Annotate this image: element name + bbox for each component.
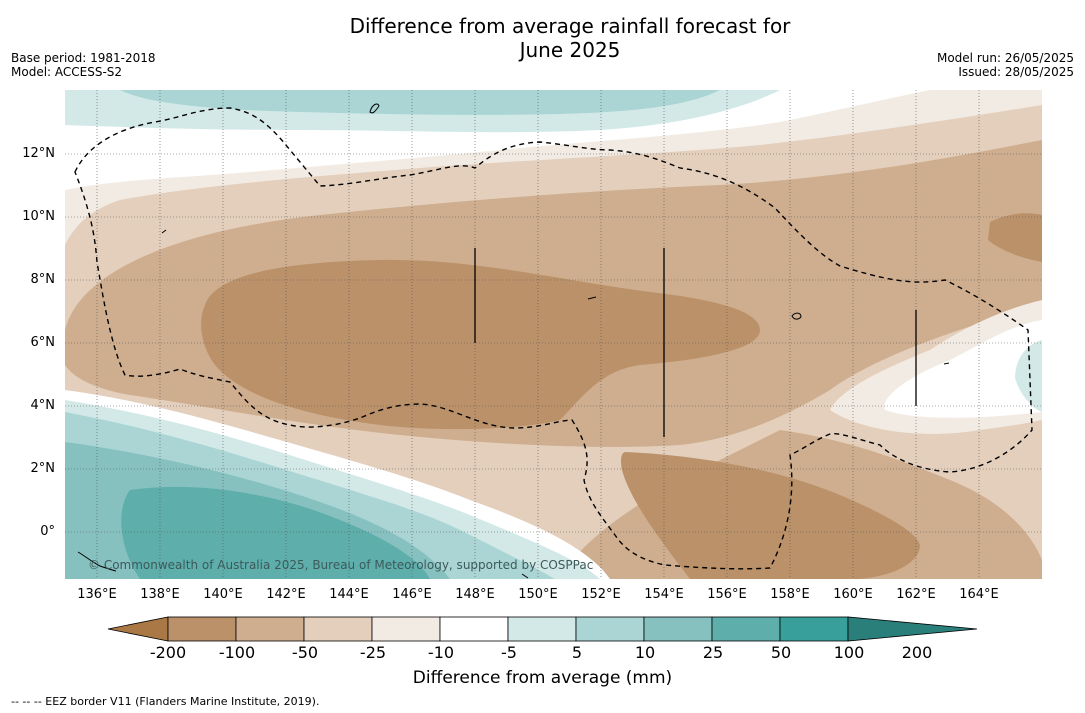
boundary-ticks	[474, 248, 917, 437]
colorbar-tick: -25	[359, 643, 387, 662]
contour-minus5-east	[884, 320, 1042, 418]
contour-50-southwest	[121, 486, 431, 579]
y-tick-label: 6°N	[30, 335, 56, 350]
colorbar-segment	[643, 616, 713, 642]
x-tick-label: 154°E	[644, 587, 684, 602]
island-5	[943, 362, 950, 365]
colorbar-tick: -10	[427, 643, 455, 662]
contour-minus100-east	[988, 213, 1042, 262]
y-tick-label: 2°N	[30, 461, 56, 476]
island-1	[369, 103, 380, 114]
colorbar-extend-high	[847, 616, 978, 642]
colorbar-extend-low	[107, 616, 169, 642]
colorbar-segment	[167, 616, 237, 642]
colorbar-tick: -100	[218, 643, 256, 662]
x-tick-label: 150°E	[518, 587, 558, 602]
x-tick-label: 156°E	[707, 587, 747, 602]
title-line-1: Difference from average rainfall forecas…	[349, 14, 791, 38]
colorbar-segment	[235, 616, 305, 642]
contour-minus100-core	[201, 259, 760, 430]
colorbar-tick: 50	[770, 643, 792, 662]
colorbar-tick: 100	[833, 643, 865, 662]
y-tick-label: 0°	[40, 524, 55, 539]
y-tick-label: 8°N	[30, 272, 56, 287]
colorbar-segment	[507, 616, 577, 642]
colorbar-segment	[779, 616, 849, 642]
eez-border	[74, 107, 1033, 570]
title-line-2: June 2025	[519, 38, 621, 62]
contour-minus100-south	[621, 452, 920, 579]
meta-left: Base period: 1981-2018 Model: ACCESS-S2	[11, 51, 156, 79]
y-tick-label: 10°N	[22, 209, 55, 224]
island-6	[77, 551, 117, 572]
x-tick-label: 144°E	[329, 587, 369, 602]
model-name: Model: ACCESS-S2	[11, 65, 123, 79]
island-7	[521, 573, 529, 579]
colorbar-tick: -5	[501, 643, 517, 662]
y-tick-label: 4°N	[30, 398, 56, 413]
contour-5-east	[1015, 340, 1042, 412]
model-run: Model run: 26/05/2025	[936, 51, 1074, 65]
x-tick-label: 140°E	[203, 587, 243, 602]
eez-border-outline	[74, 107, 1033, 570]
colorbar-segment	[711, 616, 781, 642]
meta-right: Model run: 26/05/2025 Issued: 28/05/2025	[937, 51, 1074, 79]
copyright-text: © Commonwealth of Australia 2025, Bureau…	[88, 558, 594, 572]
x-tick-label: 164°E	[959, 587, 999, 602]
x-tick-label: 138°E	[140, 587, 180, 602]
x-tick-label: 142°E	[266, 587, 306, 602]
x-tick-label: 158°E	[770, 587, 810, 602]
colorbar-segment	[439, 616, 509, 642]
island-3	[161, 229, 167, 234]
x-tick-label: 146°E	[392, 587, 432, 602]
island-4	[587, 296, 597, 300]
x-tick-label: 136°E	[77, 587, 117, 602]
colorbar-tick: 10	[634, 643, 656, 662]
x-tick-label: 152°E	[581, 587, 621, 602]
gridlines	[65, 90, 1042, 579]
colorbar-segment	[303, 616, 373, 642]
x-tick-label: 148°E	[455, 587, 495, 602]
colorbar-tick: -50	[291, 643, 319, 662]
x-tick-label: 160°E	[833, 587, 873, 602]
island-2	[791, 312, 802, 320]
contour-fills	[65, 90, 1042, 579]
contour-10-north	[120, 90, 720, 115]
footnote: -- -- -- EEZ border V11 (Flanders Marine…	[11, 695, 320, 708]
colorbar-label: Difference from average (mm)	[412, 668, 673, 688]
islands	[77, 103, 950, 579]
colorbar-segment	[575, 616, 645, 642]
colorbar-tick: 5	[571, 643, 583, 662]
chart-title: Difference from average rainfall forecas…	[270, 14, 870, 62]
colorbar	[107, 616, 978, 642]
x-tick-label: 162°E	[896, 587, 936, 602]
colorbar-tick: -200	[149, 643, 187, 662]
colorbar-tick: 200	[901, 643, 933, 662]
base-period: Base period: 1981-2018	[11, 51, 156, 65]
y-tick-label: 12°N	[22, 146, 55, 161]
colorbar-segment	[371, 616, 441, 642]
colorbar-tick: 25	[702, 643, 724, 662]
issued-date: Issued: 28/05/2025	[958, 65, 1074, 79]
